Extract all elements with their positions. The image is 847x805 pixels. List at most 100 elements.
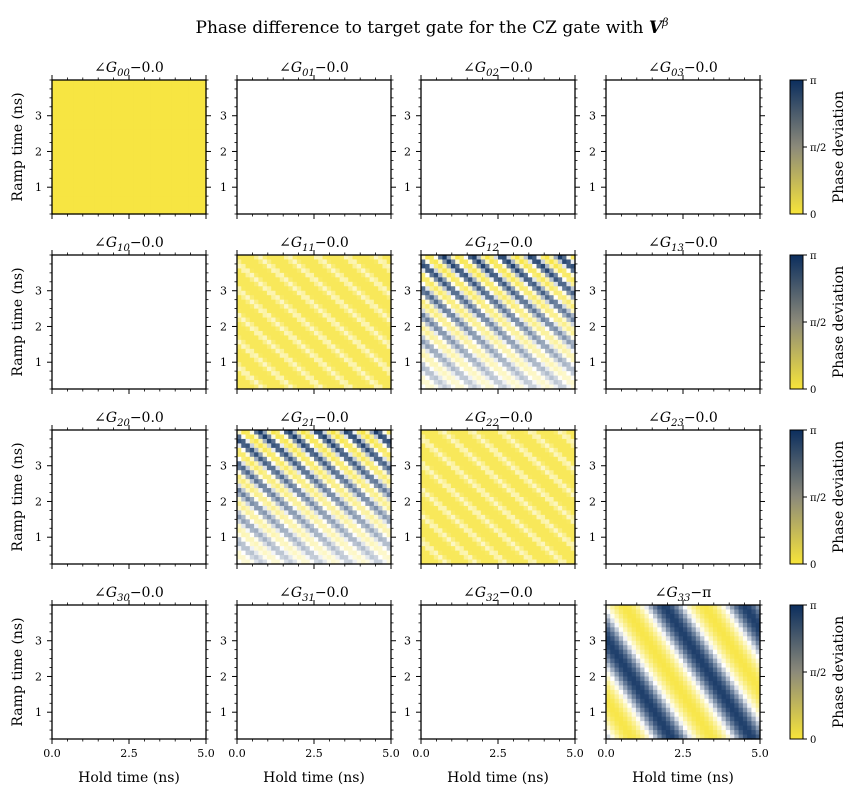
heatmap-cell bbox=[69, 93, 74, 99]
heatmap-cell bbox=[86, 200, 92, 206]
heatmap-cell bbox=[545, 317, 550, 323]
heatmap-cell bbox=[184, 124, 190, 130]
heatmap-cell bbox=[180, 155, 186, 161]
heatmap-cell bbox=[510, 308, 516, 314]
heatmap-cell bbox=[365, 532, 371, 538]
heatmap-cell bbox=[480, 263, 486, 269]
heatmap-cell bbox=[188, 151, 194, 157]
heatmap-cell bbox=[510, 322, 516, 328]
heatmap-cell bbox=[498, 371, 503, 377]
heatmap-cell bbox=[566, 268, 572, 274]
heatmap-cell bbox=[510, 371, 516, 377]
heatmap-cell bbox=[425, 308, 431, 314]
heatmap-cell bbox=[326, 259, 332, 265]
heatmap-cell bbox=[373, 255, 379, 261]
heatmap-cell bbox=[553, 348, 559, 354]
heatmap-cell bbox=[271, 514, 277, 520]
heatmap-cell bbox=[382, 555, 388, 561]
heatmap-cell bbox=[52, 133, 57, 139]
heatmap-cell bbox=[296, 255, 302, 261]
heatmap-cell bbox=[378, 514, 384, 520]
heatmap-cell bbox=[343, 357, 349, 363]
heatmap-cell bbox=[258, 523, 264, 529]
heatmap-cell bbox=[254, 375, 259, 381]
heatmap-cell bbox=[288, 461, 294, 467]
heatmap-cell bbox=[378, 461, 384, 467]
heatmap-cell bbox=[81, 187, 87, 193]
heatmap-cell bbox=[382, 546, 388, 552]
heatmap-cell bbox=[361, 438, 366, 444]
heatmap-cell bbox=[167, 120, 173, 126]
heatmap-cell bbox=[352, 348, 358, 354]
heatmap-cell bbox=[56, 164, 62, 170]
heatmap-cell bbox=[241, 272, 247, 278]
heatmap-cell bbox=[515, 362, 520, 368]
heatmap-cell bbox=[309, 304, 315, 310]
heatmap-cell bbox=[137, 111, 143, 117]
heatmap-cell bbox=[527, 313, 533, 319]
heatmap-cell bbox=[305, 430, 311, 436]
heatmap-cell bbox=[361, 479, 366, 485]
heatmap-cell bbox=[442, 330, 448, 336]
heatmap-cell bbox=[502, 277, 508, 283]
heatmap-cell bbox=[254, 488, 259, 494]
y-tick-label: 1 bbox=[404, 181, 411, 194]
heatmap-cell bbox=[386, 366, 392, 372]
heatmap-cell bbox=[133, 84, 139, 90]
heatmap-cell bbox=[532, 330, 538, 336]
heatmap-cell bbox=[562, 268, 568, 274]
heatmap-cell bbox=[237, 505, 242, 511]
heatmap-cell bbox=[318, 483, 324, 489]
heatmap-cell bbox=[275, 452, 281, 458]
heatmap-cell bbox=[129, 111, 134, 117]
heatmap-cell bbox=[339, 541, 345, 547]
heatmap-cell bbox=[133, 102, 139, 108]
heatmap-cell bbox=[292, 434, 298, 440]
heatmap-cell bbox=[284, 541, 289, 547]
heatmap-cell bbox=[523, 299, 529, 305]
heatmap-cell bbox=[566, 362, 572, 368]
heatmap-cell bbox=[262, 550, 268, 556]
heatmap-cell bbox=[339, 344, 345, 350]
heatmap-cell bbox=[455, 295, 461, 301]
heatmap-cell bbox=[275, 384, 281, 390]
heatmap-cell bbox=[60, 133, 66, 139]
heatmap-cell bbox=[271, 348, 277, 354]
heatmap-cell bbox=[133, 155, 139, 161]
heatmap-cell bbox=[506, 362, 512, 368]
heatmap-cell bbox=[254, 532, 259, 538]
heatmap-cell bbox=[271, 281, 277, 287]
heatmap-cell bbox=[498, 263, 503, 269]
heatmap-cell bbox=[279, 456, 285, 462]
heatmap-cell bbox=[133, 178, 139, 184]
heatmap-cell bbox=[279, 452, 285, 458]
heatmap-cell bbox=[271, 277, 277, 283]
heatmap-cell bbox=[249, 492, 255, 498]
heatmap-cell bbox=[365, 479, 371, 485]
heatmap-cell bbox=[258, 497, 264, 503]
heatmap-cell bbox=[56, 120, 62, 126]
heatmap-cell bbox=[94, 196, 100, 202]
heatmap-cell bbox=[94, 133, 100, 139]
heatmap-cell bbox=[343, 362, 349, 368]
heatmap-cell bbox=[339, 326, 345, 332]
heatmap-cell bbox=[241, 277, 247, 283]
heatmap-cell bbox=[56, 151, 62, 157]
heatmap-cell bbox=[429, 357, 435, 363]
heatmap-cell bbox=[480, 322, 486, 328]
heatmap-cell bbox=[527, 375, 533, 381]
heatmap-cell bbox=[480, 286, 486, 292]
heatmap-cell bbox=[356, 313, 362, 319]
heatmap-cell bbox=[459, 255, 465, 261]
heatmap-cell bbox=[468, 344, 473, 350]
heatmap-cell bbox=[326, 330, 332, 336]
heatmap-cell bbox=[180, 124, 186, 130]
heatmap-cell bbox=[421, 344, 426, 350]
heatmap-cell bbox=[314, 272, 319, 278]
heatmap-cell bbox=[348, 272, 354, 278]
heatmap-cell bbox=[137, 178, 143, 184]
heatmap-cell bbox=[64, 151, 70, 157]
heatmap-cell bbox=[562, 263, 568, 269]
heatmap-cell bbox=[386, 326, 392, 332]
